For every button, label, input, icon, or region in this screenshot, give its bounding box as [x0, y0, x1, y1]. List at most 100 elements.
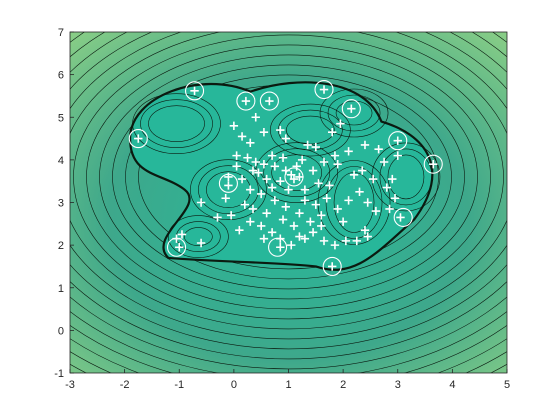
plus-marker: [344, 147, 353, 156]
x-tick-label: 2: [340, 379, 346, 391]
plus-marker: [177, 230, 187, 239]
y-tick-label: -1: [54, 368, 64, 380]
circle-marker: [236, 91, 256, 111]
plus-marker: [256, 189, 266, 199]
contour-line: [198, 165, 259, 215]
contour-line: [325, 166, 383, 239]
plus-marker: [240, 200, 249, 209]
contour-line: [387, 154, 425, 200]
y-axis: -1 0 1 2 3 4 5 6 7: [54, 27, 74, 380]
x-tick-label: 5: [504, 379, 510, 391]
plus-marker: [267, 151, 277, 160]
plus-marker: [284, 185, 293, 194]
plus-marker: [278, 153, 288, 162]
plus-marker: [134, 134, 143, 143]
circle-marker: [393, 207, 413, 227]
plus-marker: [333, 204, 342, 214]
plus-marker: [237, 132, 247, 141]
plus-marker: [385, 204, 394, 214]
plus-marker: [300, 234, 310, 243]
plus-markers: [134, 85, 438, 271]
plus-marker: [172, 234, 181, 243]
plus-marker: [281, 202, 290, 211]
plus-marker: [295, 232, 304, 241]
y-tick-label: 2: [58, 240, 64, 252]
y-tick-label: 6: [58, 70, 64, 82]
x-axis: -3 -2 -1 0 1 2 3 4 5: [65, 369, 510, 391]
plus-marker: [396, 213, 405, 222]
plus-marker: [262, 174, 271, 184]
plus-marker: [349, 170, 359, 179]
contour-line: [70, 32, 507, 360]
contour-line: [140, 99, 213, 148]
plus-marker: [328, 262, 337, 271]
plus-marker: [295, 208, 304, 218]
plus-marker: [311, 142, 321, 152]
plus-marker: [287, 170, 296, 179]
contour-line: [70, 32, 507, 350]
plus-marker: [221, 194, 230, 203]
plus-marker: [317, 221, 326, 231]
plus-marker: [267, 228, 277, 237]
circle-marker: [128, 129, 148, 149]
plus-marker: [175, 243, 184, 252]
plus-marker: [270, 162, 280, 171]
plus-marker: [319, 236, 329, 246]
plus-marker: [276, 125, 285, 135]
plus-marker: [251, 157, 260, 167]
plus-marker: [276, 234, 285, 243]
contour-line: [148, 105, 205, 142]
plus-marker: [278, 215, 288, 224]
contour-line: [70, 32, 507, 330]
plus-marker: [281, 134, 290, 143]
plus-marker: [292, 162, 301, 171]
plus-marker: [341, 236, 351, 246]
plus-marker: [267, 183, 277, 192]
x-tick-label: 4: [449, 379, 455, 391]
plus-marker: [344, 196, 353, 205]
plus-marker: [363, 232, 372, 241]
circle-marker: [314, 79, 334, 100]
plus-marker: [325, 181, 334, 190]
plus-marker: [330, 151, 340, 160]
plus-marker: [265, 96, 274, 106]
contour-line: [263, 148, 330, 197]
plus-marker: [319, 157, 329, 167]
circle-marker: [322, 256, 342, 276]
plus-marker: [295, 172, 304, 182]
contour-line: [70, 32, 507, 340]
plus-marker: [352, 236, 361, 246]
plus-marker: [379, 157, 389, 167]
x-tick-label: 1: [285, 379, 291, 391]
plus-marker: [246, 185, 255, 194]
plus-marker: [259, 159, 269, 169]
plus-marker: [393, 136, 402, 145]
contour-line: [125, 74, 452, 280]
plus-marker: [382, 183, 392, 192]
plus-marker: [276, 176, 285, 186]
plus-marker: [355, 187, 364, 197]
circle-marker: [388, 131, 408, 151]
contour-line: [319, 88, 389, 138]
plus-marker: [429, 159, 438, 169]
plus-marker: [374, 145, 383, 154]
plus-marker: [246, 138, 255, 148]
plus-marker: [287, 240, 296, 250]
plus-marker: [317, 211, 326, 220]
plus-marker: [358, 166, 367, 175]
plus-marker: [319, 85, 329, 94]
plus-marker: [328, 127, 337, 137]
plus-marker: [229, 121, 239, 130]
contour-line: [335, 100, 373, 126]
y-tick-label: 1: [58, 283, 64, 295]
plus-marker: [289, 221, 299, 231]
plus-marker: [308, 228, 318, 237]
contour-line: [286, 115, 335, 145]
contour-region: [128, 81, 434, 271]
plus-marker: [196, 198, 206, 207]
y-tick-label: 5: [58, 112, 64, 124]
contour-line: [190, 159, 267, 221]
contour-line: [317, 160, 391, 245]
contour-line: [86, 44, 491, 310]
